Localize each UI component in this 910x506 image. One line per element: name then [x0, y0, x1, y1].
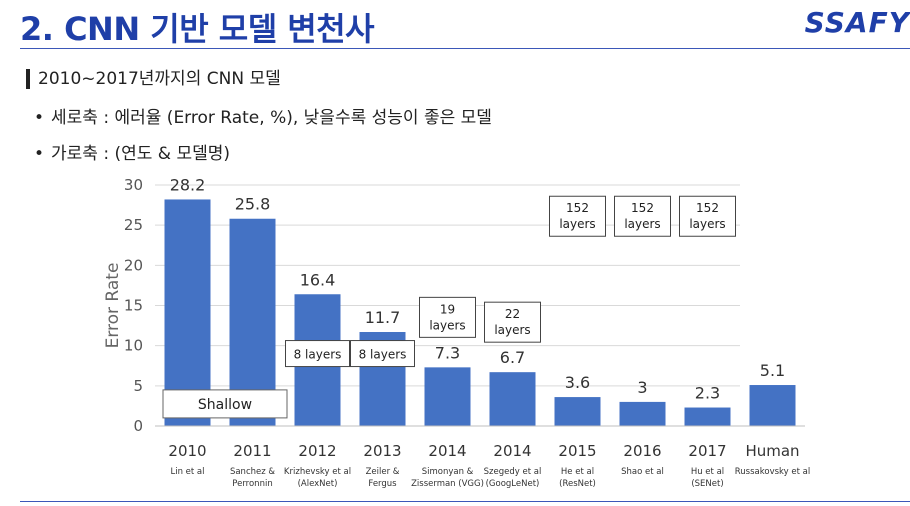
- bullet-text: 가로축 : (연도 & 모델명): [51, 144, 231, 164]
- bullet-text: 세로축 : 에러율 (Error Rate, %), 낮을수록 성능이 좋은 모…: [51, 108, 492, 128]
- bar-value-label: 16.4: [300, 270, 336, 289]
- x-tick-label: 2015: [558, 442, 596, 460]
- x-sublabel: Zeiler &: [366, 467, 400, 477]
- layer-box-label: 152: [631, 201, 654, 215]
- bar-value-label: 5.1: [760, 361, 785, 380]
- x-tick-label: 2013: [363, 442, 401, 460]
- y-tick-label: 30: [124, 176, 143, 194]
- y-tick-label: 5: [133, 377, 143, 395]
- x-tick-label: 2014: [493, 442, 531, 460]
- bar: [424, 367, 471, 426]
- bar-value-label: 11.7: [365, 308, 401, 327]
- bar-value-label: 7.3: [435, 343, 460, 362]
- bar-value-label: 2.3: [695, 384, 720, 403]
- bullet-dot: •: [34, 144, 45, 164]
- x-sublabel: Perronnin: [232, 479, 272, 489]
- layer-box: [350, 340, 415, 368]
- layer-box-label: 19: [440, 302, 455, 316]
- x-tick-label: 2012: [298, 442, 336, 460]
- layer-box-label: 22: [505, 307, 520, 321]
- layer-box: [549, 195, 606, 237]
- y-tick-label: 10: [124, 337, 143, 355]
- y-tick-label: 0: [133, 417, 143, 435]
- bar-value-label: 3.6: [565, 373, 590, 392]
- bar: [554, 397, 601, 426]
- layer-box-label: layers: [494, 323, 530, 337]
- x-sublabel: Szegedy et al: [484, 467, 542, 477]
- x-tick-label: 2010: [168, 442, 206, 460]
- annotation-label: Shallow: [198, 397, 252, 413]
- y-axis-title: Error Rate: [103, 263, 123, 349]
- y-tick-label: 25: [124, 216, 143, 234]
- bar: [164, 199, 211, 426]
- x-tick-label: 2017: [688, 442, 726, 460]
- layer-box-label: layers: [429, 318, 465, 332]
- bar-value-label: 3: [637, 378, 647, 397]
- bar-value-label: 25.8: [235, 195, 271, 214]
- layer-box-label: layers: [624, 217, 660, 231]
- layer-box: [419, 296, 476, 338]
- x-sublabel: Simonyan &: [422, 467, 474, 477]
- x-sublabel: (SENet): [691, 479, 723, 489]
- layer-box-label: 8 layers: [294, 348, 342, 362]
- slide-title: 2. CNN 기반 모델 변천사: [20, 10, 375, 48]
- x-tick-label: 2014: [428, 442, 466, 460]
- bar: [619, 401, 666, 426]
- y-tick-label: 20: [124, 256, 143, 274]
- x-sublabel: (GoogLeNet): [486, 479, 540, 489]
- x-sublabel: He et al: [561, 467, 594, 477]
- layer-box: [484, 301, 541, 343]
- layer-box-label: 152: [566, 201, 589, 215]
- bullet-y-axis: • 세로축 : 에러율 (Error Rate, %), 낮을수록 성능이 좋은 …: [34, 103, 492, 128]
- x-sublabel: Russakovsky et al: [735, 467, 810, 477]
- brand-logo: SSAFY: [804, 6, 910, 39]
- layer-box-label: layers: [559, 217, 595, 231]
- bar-value-label: 6.7: [500, 348, 525, 367]
- annotation-box: [162, 389, 288, 419]
- layer-box: [679, 195, 736, 237]
- x-sublabel: Zisserman (VGG): [411, 479, 484, 489]
- x-tick-label: 2011: [233, 442, 271, 460]
- layer-box-label: 8 layers: [359, 348, 407, 362]
- bar: [489, 372, 536, 426]
- x-sublabel: (ResNet): [559, 479, 596, 489]
- x-sublabel: Lin et al: [170, 467, 204, 477]
- layer-box-label: layers: [689, 217, 725, 231]
- footer-divider: [20, 501, 910, 502]
- x-sublabel: Krizhevsky et al: [284, 467, 351, 477]
- bar: [684, 407, 731, 426]
- bar-value-label: 28.2: [170, 175, 206, 194]
- title-divider: [20, 48, 910, 49]
- x-tick-label: 2016: [623, 442, 661, 460]
- section-heading: 2010~2017년까지의 CNN 모델: [26, 69, 281, 89]
- bullet-x-axis: • 가로축 : (연도 & 모델명): [34, 139, 230, 164]
- x-sublabel: Sanchez &: [230, 467, 275, 477]
- x-sublabel: Shao et al: [621, 467, 664, 477]
- bar: [749, 385, 796, 426]
- y-tick-label: 15: [124, 297, 143, 315]
- layer-box: [285, 340, 350, 368]
- x-sublabel: Fergus: [368, 479, 397, 489]
- layer-box-label: 152: [696, 201, 719, 215]
- x-tick-label: Human: [745, 442, 799, 460]
- x-sublabel: (AlexNet): [298, 479, 338, 489]
- bullet-dot: •: [34, 108, 45, 128]
- layer-box: [614, 195, 671, 237]
- x-sublabel: Hu et al: [691, 467, 724, 477]
